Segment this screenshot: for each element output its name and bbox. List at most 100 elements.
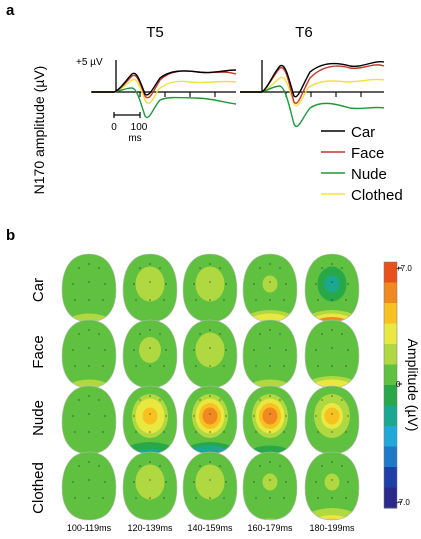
- electrode-dot: [331, 299, 333, 301]
- electrode-dot: [315, 349, 317, 351]
- electrode-dot: [159, 465, 161, 467]
- column-labels: 100-119ms 120-139ms 140-159ms 160-179ms …: [67, 523, 355, 533]
- electrode-dot: [88, 299, 90, 301]
- electrode-dot: [279, 399, 281, 401]
- head-outline: [304, 451, 360, 521]
- electrode-dot: [104, 415, 106, 417]
- electrode-dot: [88, 497, 90, 499]
- electrode-dot: [253, 415, 255, 417]
- colorbar-segment: [384, 385, 397, 406]
- electrode-dot: [149, 329, 151, 331]
- electrode-dot: [133, 283, 135, 285]
- electrode-dot: [321, 267, 323, 269]
- row-labels: Car Face Nude Clothed: [30, 278, 47, 514]
- electrode-dot: [279, 465, 281, 467]
- electrode-dot: [139, 465, 141, 467]
- colorbar: [383, 261, 398, 509]
- t5-wave-clothed: [92, 78, 237, 104]
- electrode-dot: [285, 349, 287, 351]
- head-outline: [182, 451, 238, 521]
- electrode-dot: [88, 431, 90, 433]
- electrode-dot: [149, 347, 151, 349]
- electrode-dot: [72, 283, 74, 285]
- t5-wave-car: [92, 69, 237, 96]
- colorbar-segment: [384, 426, 397, 447]
- t5-waveforms: [92, 69, 237, 119]
- electrode-dot: [139, 267, 141, 269]
- electrode-dot: [209, 461, 211, 463]
- electrode-dot: [135, 299, 137, 301]
- electrode-dot: [331, 329, 333, 331]
- electrode-dot: [78, 399, 80, 401]
- electrode-dot: [163, 365, 165, 367]
- t6-waveforms: [240, 60, 385, 127]
- electrode-dot: [225, 481, 227, 483]
- electrode-dot: [253, 481, 255, 483]
- head-outline: [242, 451, 298, 521]
- electrode-dot: [102, 365, 104, 367]
- electrode-dot: [269, 395, 271, 397]
- electrode-dot: [74, 365, 76, 367]
- electrode-dot: [88, 365, 90, 367]
- electrode-dot: [345, 497, 347, 499]
- electrode-dot: [195, 299, 197, 301]
- electrode-dot: [269, 479, 271, 481]
- legend: Car Face Nude Clothed: [321, 124, 403, 204]
- electrode-dot: [195, 365, 197, 367]
- electrode-dot: [219, 465, 221, 467]
- electrode-dot: [149, 299, 151, 301]
- row-label-face: Face: [30, 335, 47, 368]
- electrode-dot: [149, 461, 151, 463]
- t6-wave-nude: [240, 85, 385, 127]
- electrode-dot: [269, 329, 271, 331]
- electrode-dot: [345, 299, 347, 301]
- electrode-dot: [331, 431, 333, 433]
- electrode-dot: [331, 365, 333, 367]
- electrode-dot: [317, 365, 319, 367]
- electrode-dot: [139, 399, 141, 401]
- electrode-dot: [165, 481, 167, 483]
- electrode-dot: [285, 415, 287, 417]
- electrode-dot: [253, 349, 255, 351]
- electrode-dot: [209, 299, 211, 301]
- colorbar-segment: [384, 282, 397, 304]
- electrode-dot: [88, 413, 90, 415]
- electrode-dot: [98, 267, 100, 269]
- column-label-120-139: 120-139ms: [127, 523, 173, 533]
- electrode-dot: [209, 395, 211, 397]
- electrode-dot: [331, 479, 333, 481]
- electrode-dot: [135, 497, 137, 499]
- electrode-dot: [135, 431, 137, 433]
- electrode-dot: [163, 497, 165, 499]
- amplitude-scale-label: +5 µV: [76, 57, 103, 68]
- colorbar-segment: [384, 446, 397, 468]
- electrode-dot: [223, 497, 225, 499]
- electrode-dot: [135, 365, 137, 367]
- electrode-dot: [347, 481, 349, 483]
- electrode-dot: [195, 497, 197, 499]
- colorbar-segment: [384, 364, 397, 386]
- column-label-160-179: 160-179ms: [247, 523, 293, 533]
- topography-grid: [61, 253, 360, 521]
- time-tick-0: 0: [111, 122, 117, 133]
- electrode-dot: [78, 333, 80, 335]
- electrode-dot: [331, 461, 333, 463]
- electrode-dot: [209, 263, 211, 265]
- electrode-dot: [269, 299, 271, 301]
- electrode-dot: [315, 481, 317, 483]
- colorbar-segment: [384, 262, 397, 283]
- electrode-dot: [259, 333, 261, 335]
- electrode-dot: [199, 267, 201, 269]
- panel-b-label: b: [6, 227, 15, 244]
- electrode-dot: [149, 395, 151, 397]
- colorbar-frame: [383, 261, 398, 509]
- electrode-dot: [193, 415, 195, 417]
- electrode-dot: [269, 497, 271, 499]
- electrode-dot: [199, 333, 201, 335]
- electrode-dot: [88, 347, 90, 349]
- electrode-dot: [163, 431, 165, 433]
- electrode-dot: [88, 395, 90, 397]
- electrode-dot: [133, 349, 135, 351]
- electrode-dot: [341, 333, 343, 335]
